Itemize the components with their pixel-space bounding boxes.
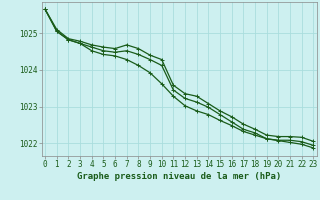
X-axis label: Graphe pression niveau de la mer (hPa): Graphe pression niveau de la mer (hPa) <box>77 172 281 181</box>
